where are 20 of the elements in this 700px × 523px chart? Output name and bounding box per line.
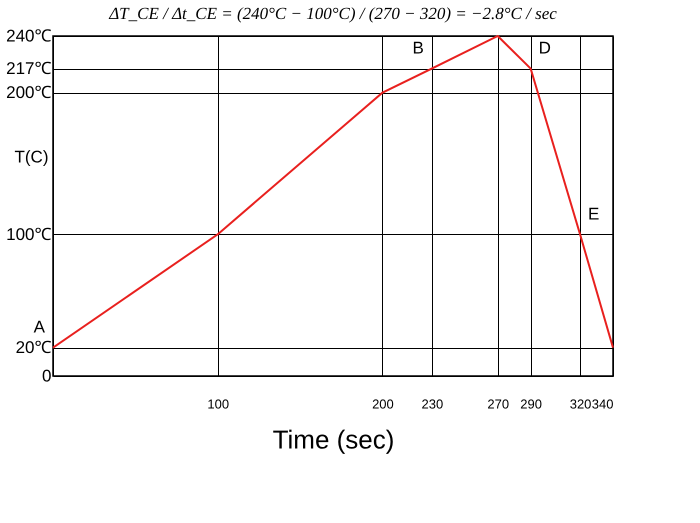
y-tick-label: 0 [42,366,52,386]
x-tick-label: 230 [421,396,444,412]
y-tick-label: 100℃ [6,224,52,244]
y-tick-label: 240℃ [6,26,52,46]
annotation: A [34,318,46,337]
y-axis-title: T(C) [14,148,48,166]
y-tick-label: 217℃ [6,59,52,78]
y-tick-label: 200℃ [6,83,52,102]
x-tick-label: 100 [207,396,230,412]
annotation: E [588,204,600,224]
x-tick-label: 290 [520,396,542,412]
y-tick-label: 20℃ [16,338,52,358]
x-tick-label: 320 [570,396,592,412]
annotation: B [412,38,424,58]
chart-title: ΔT_CE / Δt_CE = (240°C − 100°C) / (270 − 320) = −2.8°C / sec [108,4,558,23]
x-tick-label: 200 [372,396,394,412]
annotation: D [538,38,551,58]
x-tick-label: 340 [592,396,614,412]
x-axis-title: Time (sec) [272,424,394,454]
x-tick-label: 270 [487,396,510,412]
